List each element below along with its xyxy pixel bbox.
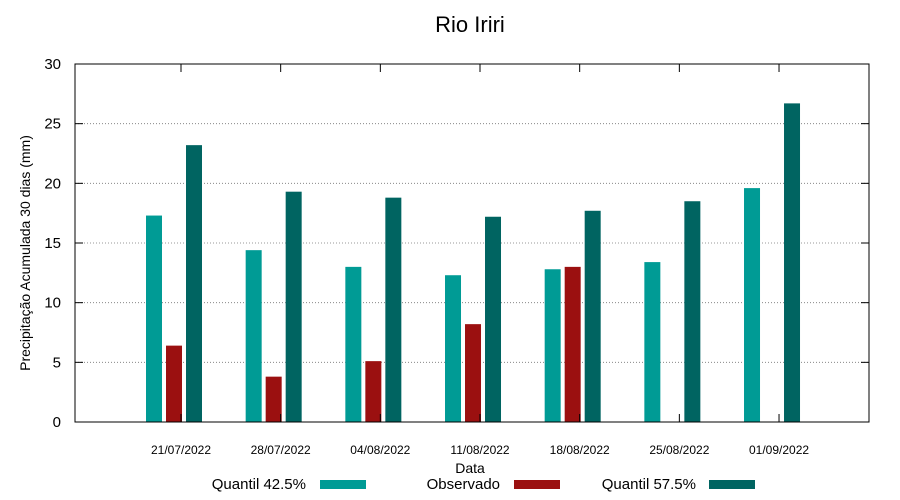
legend-label: Observado: [427, 476, 500, 493]
x-axis-title: Data: [455, 460, 485, 476]
bar-observado-0: [166, 345, 182, 422]
bar-observado-2: [365, 361, 382, 422]
legend-swatch: [709, 480, 755, 489]
y-tick-label: 30: [44, 56, 61, 73]
x-tick-label: 04/08/2022: [350, 443, 410, 457]
y-tick-label: 20: [44, 175, 61, 192]
x-tick-label: 11/08/2022: [450, 443, 509, 457]
y-tick-label: 5: [53, 354, 61, 371]
bar-quantil-42-5--0: [146, 215, 162, 422]
bar-quantil-57-5--5: [684, 201, 701, 422]
bar-quantil-57-5--2: [385, 197, 402, 422]
bar-quantil-57-5--1: [285, 191, 302, 422]
chart-title: Rio Iriri: [435, 12, 505, 37]
y-tick-label: 10: [44, 295, 61, 312]
legend-swatch: [514, 480, 560, 489]
bars-group: [146, 103, 801, 422]
bar-quantil-42-5--3: [445, 275, 462, 422]
legend: Quantil 42.5% Observado Quantil 57.5%: [212, 476, 755, 493]
bar-observado-1: [265, 376, 282, 422]
x-axis-ticks: 21/07/2022 28/07/2022 04/08/2022 11/08/2022…: [151, 64, 809, 457]
y-axis-title: Precipitação Acumulada 30 dias (mm): [17, 135, 33, 371]
bar-observado-4: [564, 266, 581, 422]
y-tick-label: 25: [44, 116, 61, 133]
x-tick-label: 21/07/2022: [151, 443, 211, 457]
bar-quantil-57-5--6: [784, 103, 801, 422]
y-tick-label: 0: [53, 414, 61, 431]
legend-swatch: [320, 480, 366, 489]
y-axis-ticks: 0 5 10 15 20 25 30: [44, 56, 869, 431]
bar-observado-3: [465, 324, 482, 422]
bar-quantil-42-5--4: [544, 269, 561, 422]
legend-label: Quantil 57.5%: [602, 476, 696, 493]
bar-quantil-57-5--3: [485, 216, 502, 422]
x-tick-label: 25/08/2022: [649, 443, 709, 457]
x-tick-label: 18/08/2022: [550, 443, 610, 457]
bar-quantil-42-5--5: [644, 262, 661, 422]
y-tick-label: 15: [44, 235, 61, 252]
bar-quantil-42-5--6: [744, 188, 761, 422]
legend-label: Quantil 42.5%: [212, 476, 306, 493]
bar-quantil-57-5--4: [584, 210, 601, 422]
x-tick-label: 01/09/2022: [749, 443, 809, 457]
x-tick-label: 28/07/2022: [251, 443, 311, 457]
bar-quantil-42-5--1: [245, 250, 262, 422]
bar-quantil-57-5--0: [186, 145, 202, 422]
gridlines: [75, 123, 869, 363]
bar-quantil-42-5--2: [345, 266, 362, 422]
